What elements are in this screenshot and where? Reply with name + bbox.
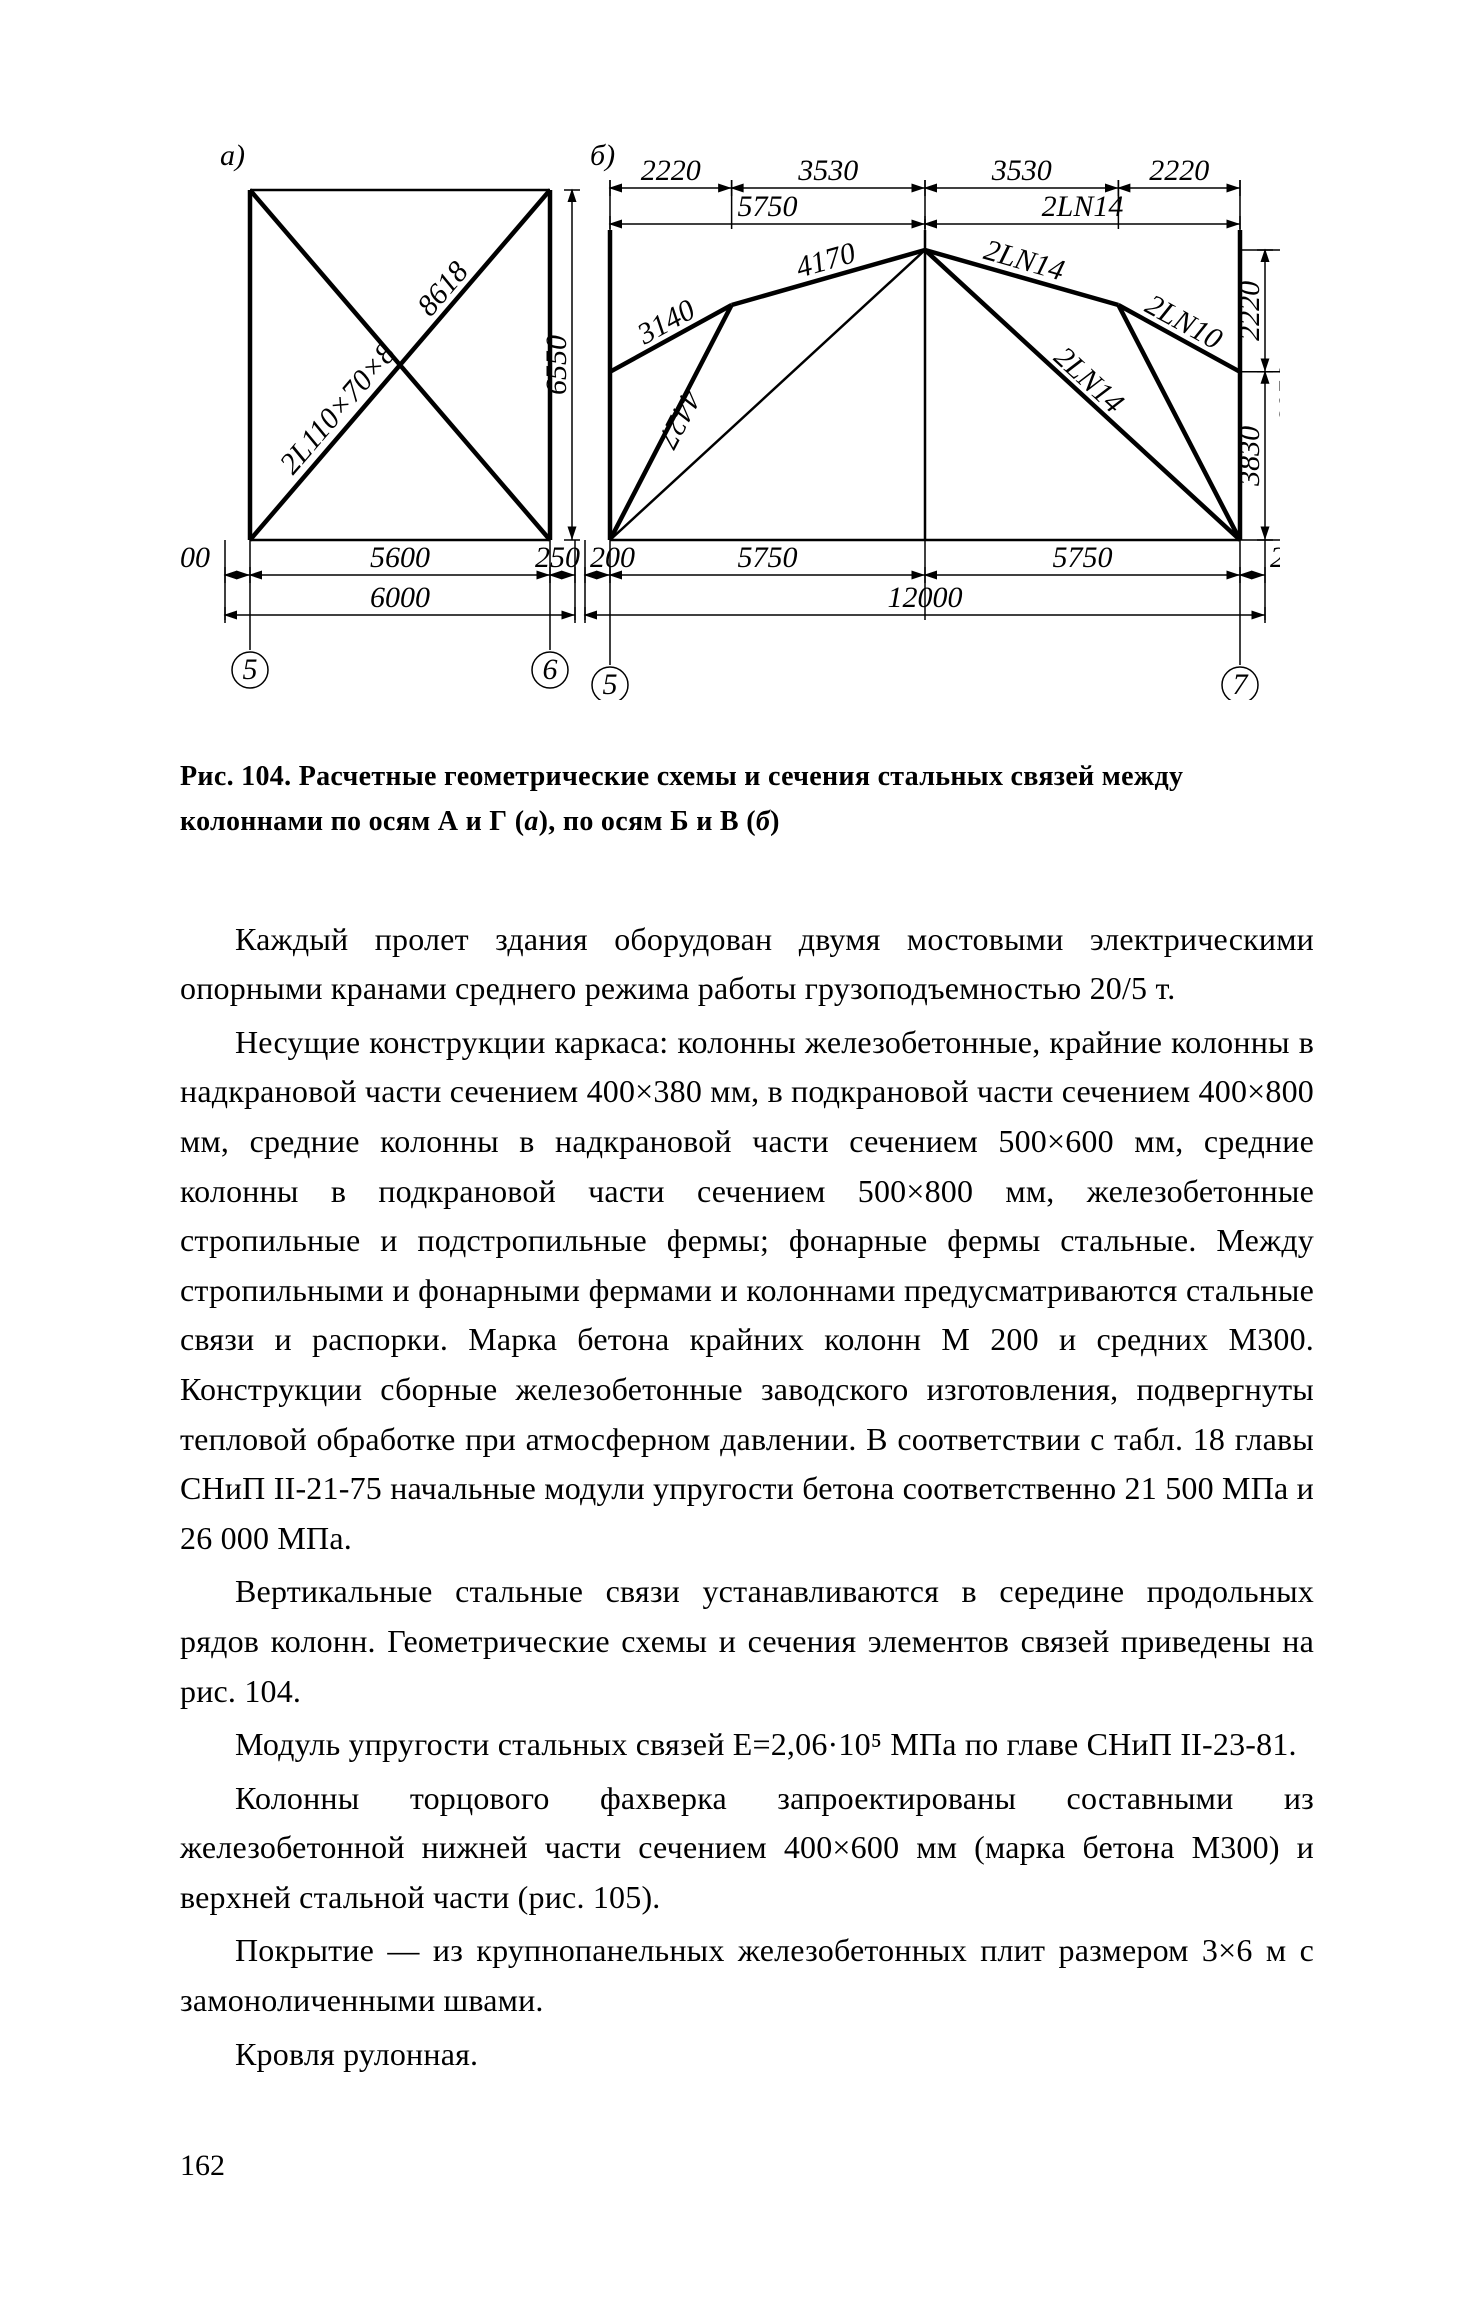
caption-text-2a: колоннами по осям А и Г (	[180, 806, 524, 837]
svg-text:5750: 5750	[1053, 541, 1113, 574]
paragraph-1: Каждый пролет здания оборудован двумя мо…	[180, 915, 1314, 1014]
svg-text:6550: 6550	[540, 335, 573, 395]
svg-text:2LN14: 2LN14	[1042, 190, 1124, 223]
svg-text:2220: 2220	[641, 154, 701, 187]
paragraph-4: Модуль упругости стальных связей E=2,06·…	[180, 1720, 1314, 1770]
svg-text:2220: 2220	[1149, 154, 1209, 187]
svg-text:б): б)	[590, 140, 615, 172]
svg-text:4170: 4170	[792, 236, 859, 284]
page-number: 162	[180, 2149, 225, 2183]
caption-fignum: Рис. 104.	[180, 761, 291, 792]
svg-text:5600: 5600	[370, 541, 430, 574]
svg-text:6: 6	[543, 653, 558, 686]
svg-text:2L110×70×8: 2L110×70×8	[273, 337, 402, 480]
svg-text:3830: 3830	[1233, 426, 1266, 487]
caption-text-2b: ), по осям Б и В (	[539, 806, 756, 837]
caption-a-ital: а	[524, 806, 538, 837]
figure-svg: а)86182L110×70×865502005600200600056б)22…	[180, 140, 1280, 700]
svg-text:5750: 5750	[738, 190, 798, 223]
figure-104: а)86182L110×70×865502005600200600056б)22…	[180, 140, 1314, 700]
figure-caption: Рис. 104. Расчетные геометрические схемы…	[180, 755, 1314, 845]
svg-text:2LN14: 2LN14	[1048, 340, 1130, 420]
paragraph-3: Вертикальные стальные связи устанавливаю…	[180, 1567, 1314, 1716]
svg-text:2220: 2220	[1233, 281, 1266, 341]
paragraph-7: Кровля рулонная.	[180, 2030, 1314, 2080]
svg-text:250: 250	[535, 541, 580, 574]
svg-text:200: 200	[590, 541, 635, 574]
svg-text:5: 5	[243, 653, 258, 686]
caption-text-1: Расчетные геометрические схемы и сечения…	[299, 761, 1184, 792]
svg-text:250: 250	[1270, 541, 1280, 574]
paragraph-6: Покрытие — из крупнопанельных железобето…	[180, 1926, 1314, 2025]
svg-text:5: 5	[603, 668, 618, 700]
paragraph-2: Несущие конструкции каркаса: колонны жел…	[180, 1018, 1314, 1564]
svg-text:7: 7	[1233, 668, 1250, 700]
svg-text:6050: 6050	[1273, 365, 1280, 425]
svg-text:а): а)	[220, 140, 245, 172]
svg-text:3530: 3530	[991, 154, 1052, 187]
svg-text:5750: 5750	[738, 541, 798, 574]
paragraph-5: Колонны торцового фахверка запроектирова…	[180, 1774, 1314, 1923]
caption-text-2c: )	[770, 806, 780, 837]
svg-text:3530: 3530	[797, 154, 858, 187]
caption-b-ital: б	[756, 806, 770, 837]
svg-text:6000: 6000	[370, 581, 430, 614]
body-text: Каждый пролет здания оборудован двумя мо…	[180, 915, 1314, 2080]
svg-text:200: 200	[180, 541, 210, 574]
svg-text:2LN10: 2LN10	[1140, 288, 1227, 356]
